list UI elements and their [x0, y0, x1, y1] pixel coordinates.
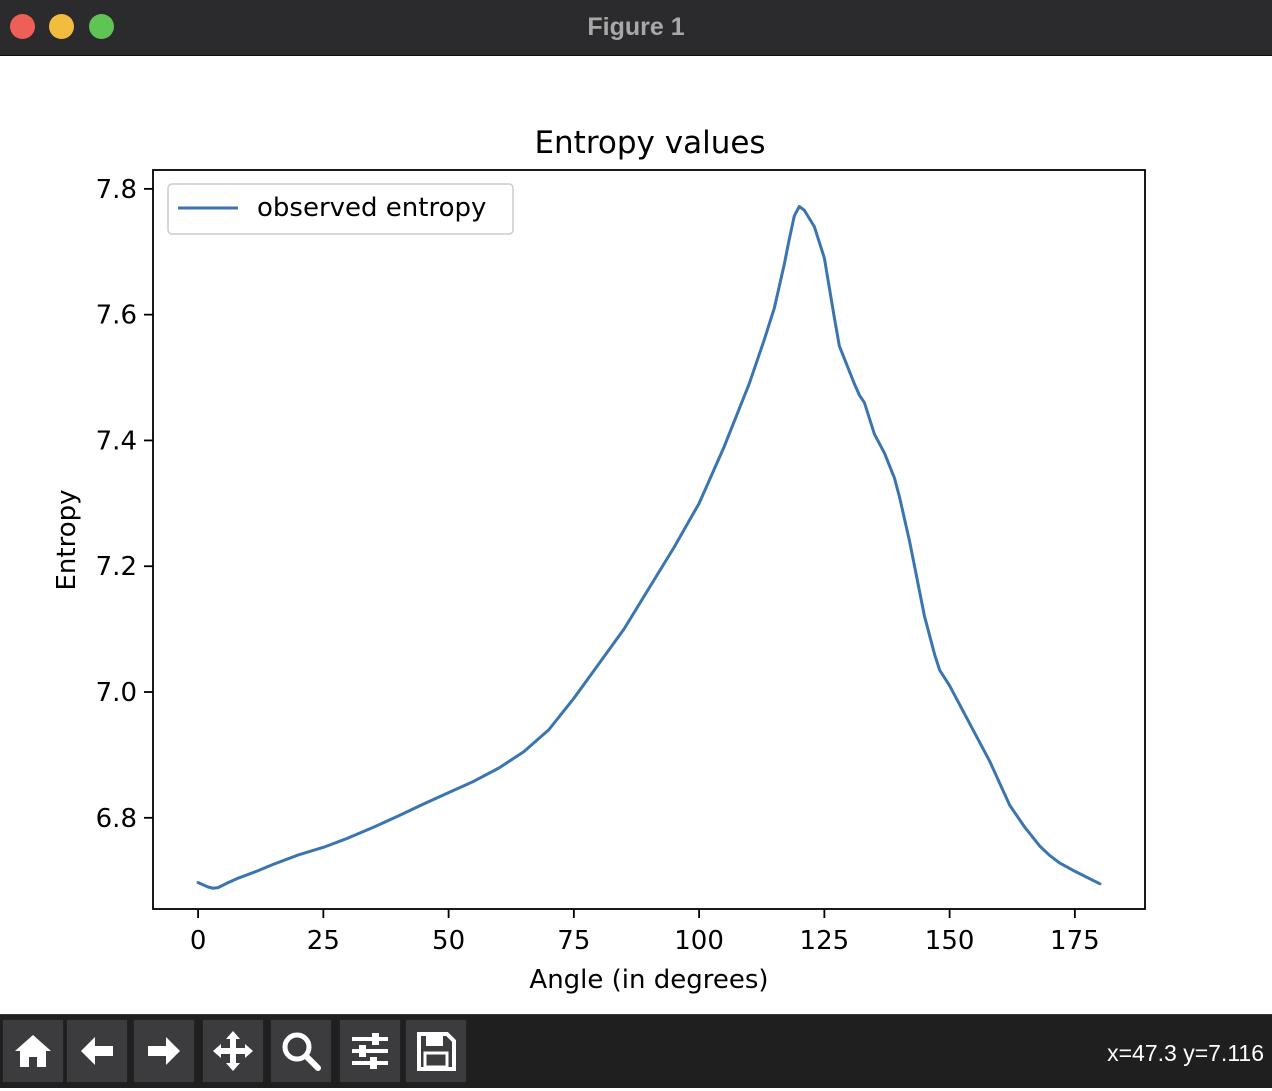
legend-label-observed-entropy: observed entropy: [257, 193, 486, 223]
y-tick-label: 7.6: [96, 301, 137, 331]
y-tick-label: 7.2: [96, 552, 137, 582]
home-button[interactable]: [2, 1019, 64, 1083]
floppy-disk-icon: [417, 1032, 456, 1071]
move-icon: [213, 1031, 253, 1071]
navigation-toolbar: x=47.3 y=7.116: [0, 1014, 1272, 1088]
figure-canvas[interactable]: 0 25 50 75 100 125 150 175 6.8 7.0 7.2 7.4 7.6 7.8 E…: [0, 56, 1272, 1014]
y-tick-label: 7.0: [96, 678, 137, 708]
y-tick-label: 6.8: [96, 804, 137, 834]
legend: observed entropy: [167, 183, 514, 235]
y-axis-label: Entropy: [52, 489, 82, 590]
home-icon: [15, 1035, 51, 1067]
series-line-observed-entropy: [196, 204, 1102, 890]
window-titlebar: Figure 1: [0, 0, 1272, 56]
zoom-button[interactable]: [270, 1019, 332, 1083]
maximize-window-button[interactable]: [89, 14, 114, 39]
arrow-left-icon: [81, 1037, 113, 1065]
x-axis-label: Angle (in degrees): [529, 965, 768, 995]
legend-box: [167, 183, 514, 235]
cursor-coordinates: x=47.3 y=7.116: [1107, 1040, 1264, 1066]
x-tick-label: 75: [557, 926, 590, 956]
axes-frame: [152, 169, 1146, 910]
x-tick-label: 100: [674, 926, 724, 956]
close-window-button[interactable]: [10, 14, 35, 39]
x-tick-label: 150: [925, 926, 975, 956]
x-tick-label: 175: [1050, 926, 1100, 956]
pan-button[interactable]: [202, 1019, 264, 1083]
magnifier-icon: [282, 1032, 321, 1071]
minimize-window-button[interactable]: [49, 14, 74, 39]
x-axis-ticks: 0 25 50 75 100 125 150 175: [190, 909, 1100, 956]
y-axis-ticks: 6.8 7.0 7.2 7.4 7.6 7.8: [96, 175, 153, 834]
y-tick-label: 7.4: [96, 426, 137, 456]
forward-button[interactable]: [133, 1019, 195, 1083]
entropy-line-chart: 0 25 50 75 100 125 150 175 6.8 7.0 7.2 7.4 7.6 7.8 E…: [52, 125, 1146, 995]
window-title: Figure 1: [587, 13, 685, 41]
y-tick-label: 7.8: [96, 175, 137, 205]
chart-title: Entropy values: [534, 125, 765, 161]
back-button[interactable]: [66, 1019, 128, 1083]
x-tick-label: 0: [190, 926, 207, 956]
arrow-right-icon: [148, 1037, 180, 1065]
x-tick-label: 25: [307, 926, 340, 956]
x-tick-label: 50: [432, 926, 465, 956]
sliders-icon: [352, 1033, 388, 1069]
save-button[interactable]: [405, 1019, 467, 1083]
configure-subplots-button[interactable]: [339, 1019, 401, 1083]
x-tick-label: 125: [800, 926, 850, 956]
